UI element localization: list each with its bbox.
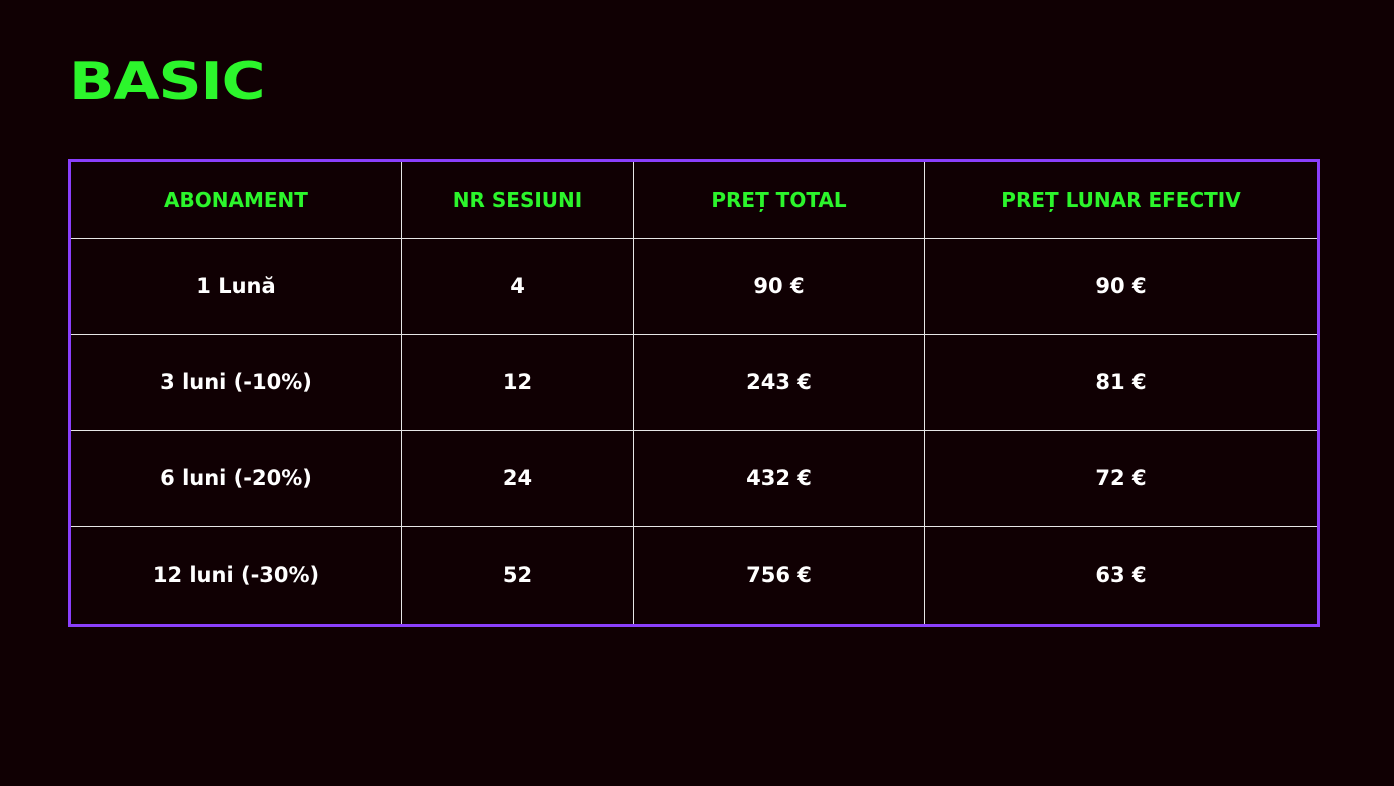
cell-pret-lunar: 90 € bbox=[924, 238, 1319, 335]
cell-nr-sesiuni: 52 bbox=[401, 525, 634, 627]
table-row: 12 luni (-30%) 52 756 €63 € bbox=[69, 525, 1319, 627]
cell-pret-total: 756 € bbox=[633, 525, 925, 627]
cell-nr-sesiuni: 12 bbox=[401, 333, 634, 431]
cell-pret-lunar: 81 € bbox=[924, 333, 1319, 431]
cell-abonament: 3 luni (-10%) bbox=[69, 333, 402, 431]
table-header-row: ABONAMENT NR SESIUNI PREȚ TOTAL PREȚ LUN… bbox=[69, 160, 1319, 239]
cell-pret-total: 243 € bbox=[633, 333, 925, 431]
table-row: 3 luni (-10%) 12 243 €81 € bbox=[69, 333, 1319, 431]
header-abonament: ABONAMENT bbox=[69, 160, 402, 239]
pricing-table: ABONAMENT NR SESIUNI PREȚ TOTAL PREȚ LUN… bbox=[68, 159, 1320, 627]
header-nr-sesiuni: NR SESIUNI bbox=[401, 160, 634, 239]
cell-abonament: 12 luni (-30%) bbox=[69, 525, 402, 627]
table-row: 1 Lună 4 90 €90 € bbox=[69, 238, 1319, 335]
page-title: BASIC bbox=[69, 52, 265, 112]
cell-pret-total: 90 € bbox=[633, 238, 925, 335]
cell-nr-sesiuni: 24 bbox=[401, 429, 634, 527]
cell-abonament: 6 luni (-20%) bbox=[69, 429, 402, 527]
cell-pret-lunar: 63 € bbox=[924, 525, 1319, 627]
table-row: 6 luni (-20%) 24 432 €72 € bbox=[69, 429, 1319, 527]
header-pret-lunar: PREȚ LUNAR EFECTIV bbox=[924, 160, 1319, 239]
cell-pret-total: 432 € bbox=[633, 429, 925, 527]
header-pret-total: PREȚ TOTAL bbox=[633, 160, 925, 239]
cell-nr-sesiuni: 4 bbox=[401, 238, 634, 335]
cell-pret-lunar: 72 € bbox=[924, 429, 1319, 527]
cell-abonament: 1 Lună bbox=[69, 238, 402, 335]
